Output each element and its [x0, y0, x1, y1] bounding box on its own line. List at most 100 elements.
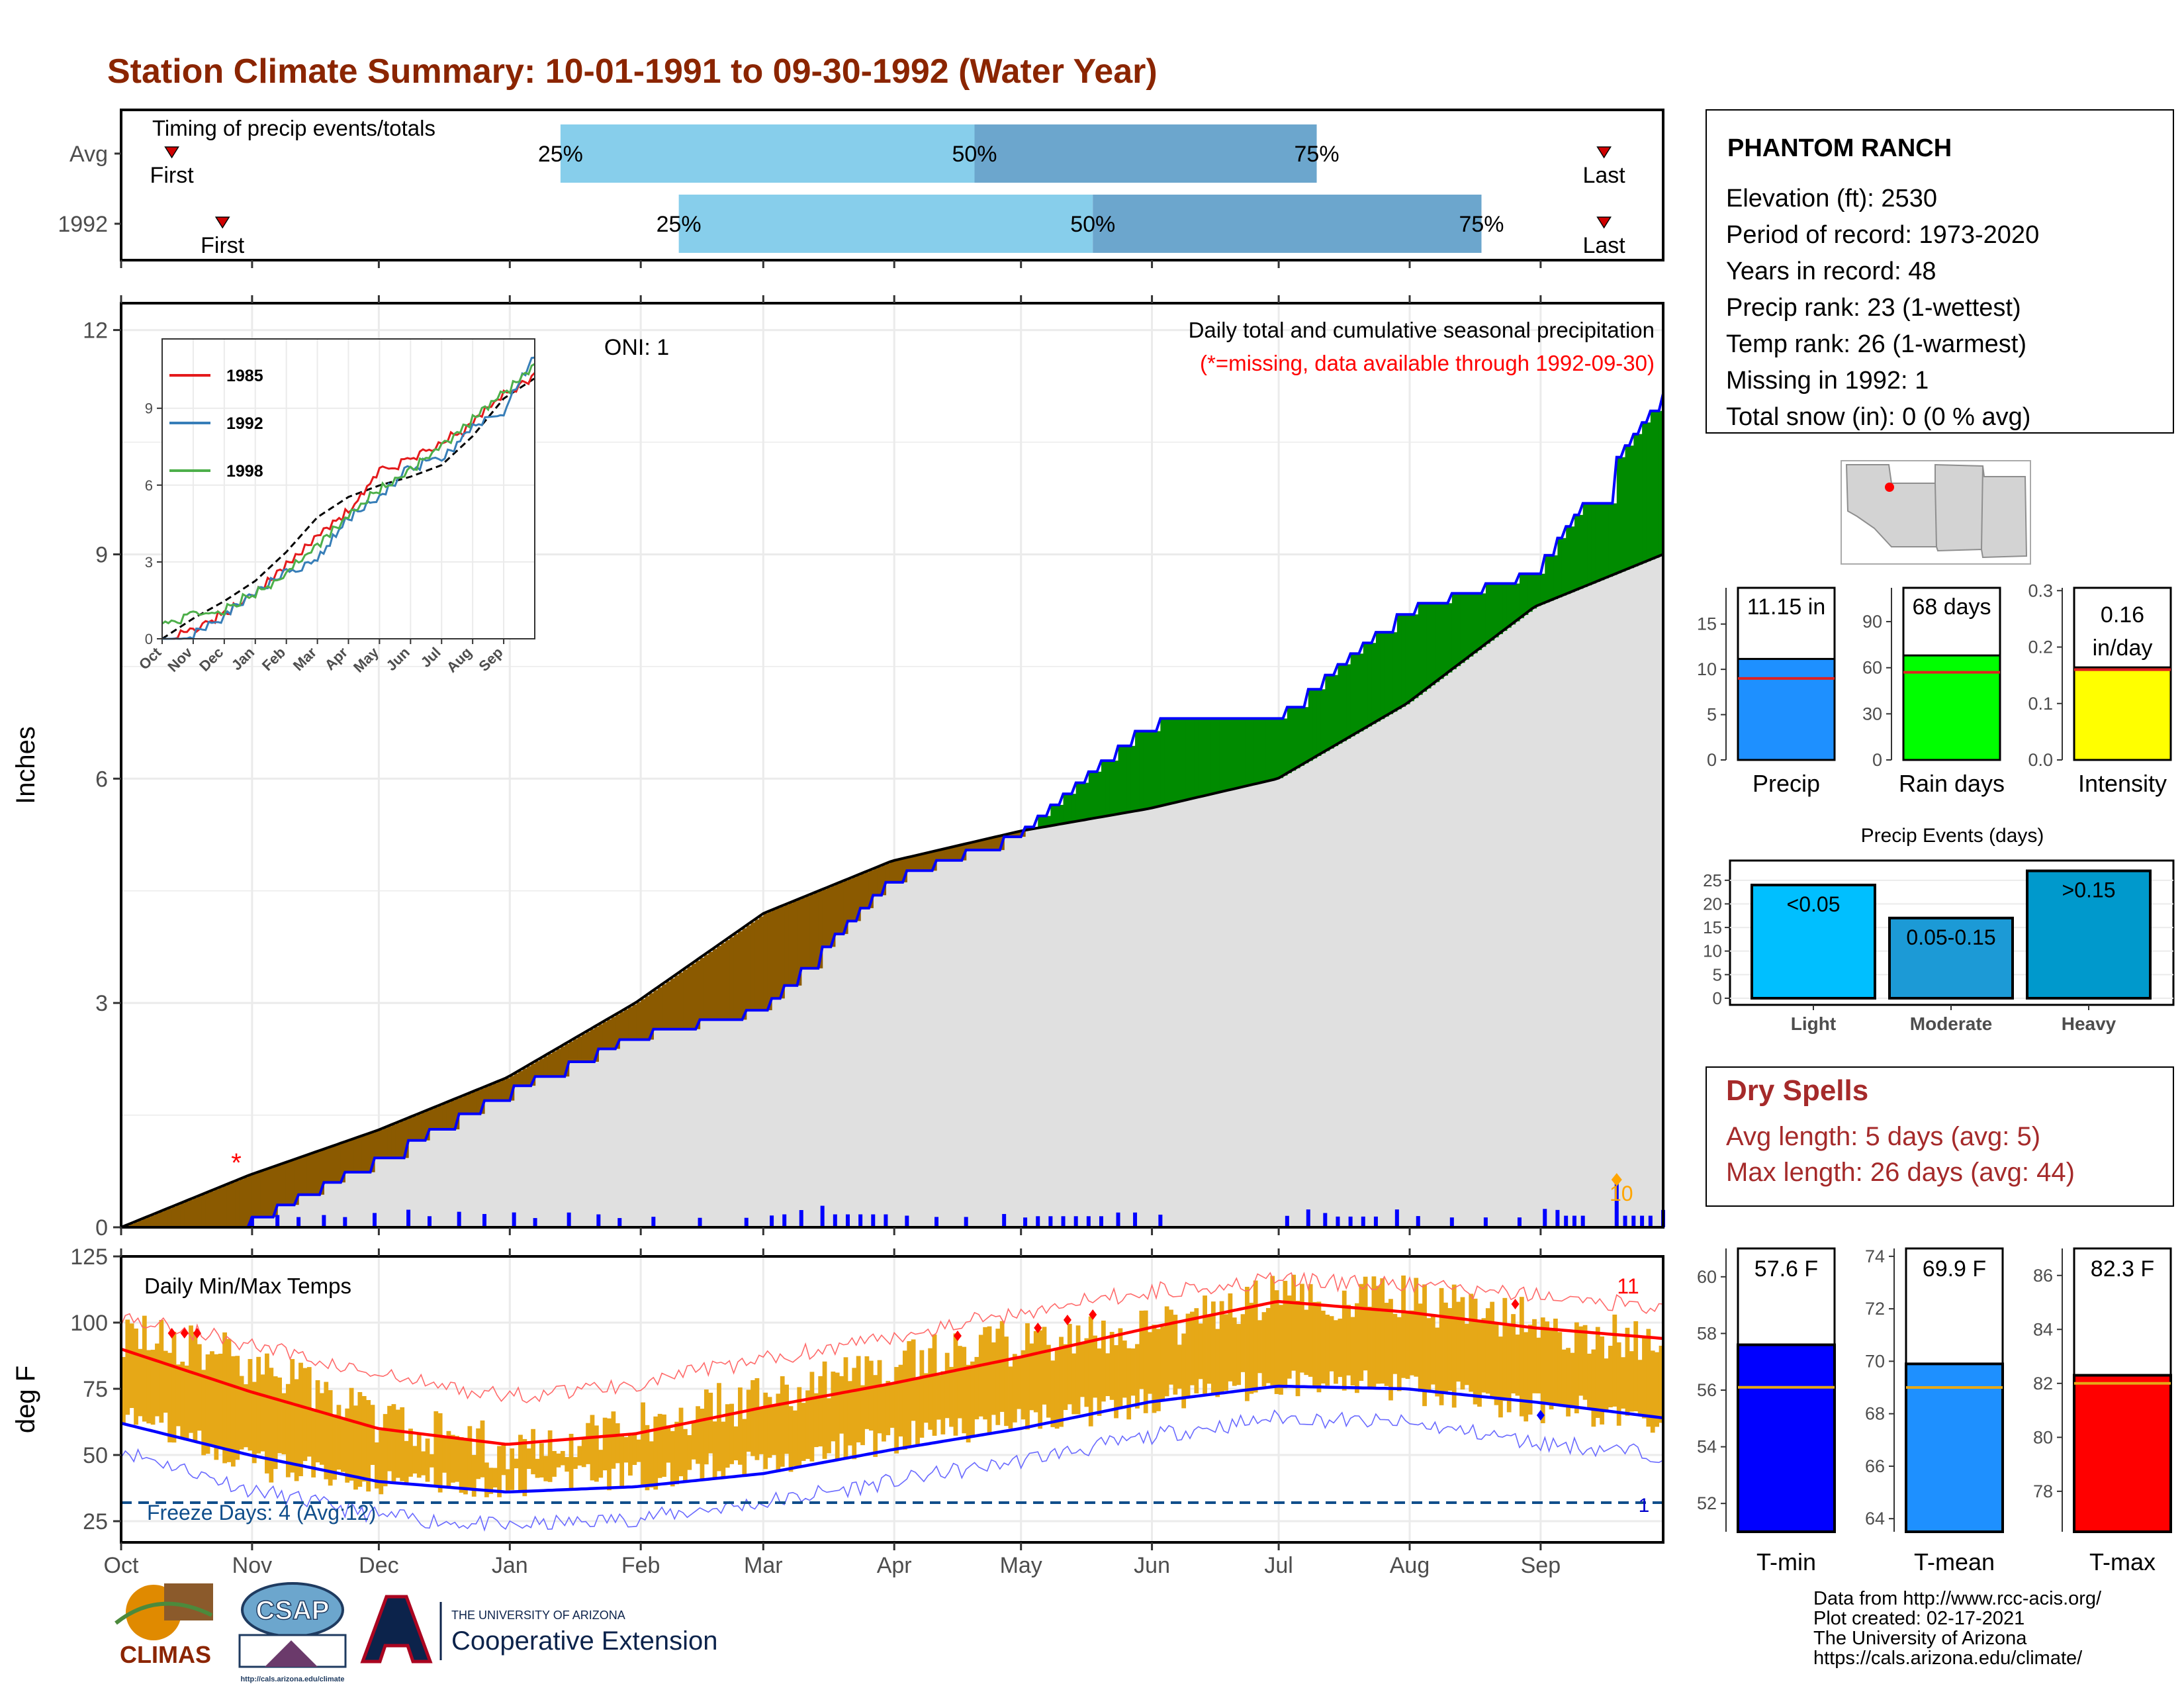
- daily-precip-bar: [1555, 1209, 1560, 1227]
- daily-temp-range-bar: [1414, 1278, 1419, 1377]
- precip-surplus-segment: [1312, 689, 1318, 759]
- daily-temp-range-bar: [1451, 1284, 1457, 1408]
- precip-event-bar-heavy: [2026, 869, 2152, 1000]
- avg-min-line: [120, 1384, 1664, 1494]
- daily-temp-range-bar: [214, 1354, 219, 1460]
- daily-temp-range-bar: [125, 1319, 130, 1415]
- precip-deficit-segment: [163, 1210, 168, 1227]
- daily-precip-bar: [533, 1218, 537, 1227]
- precip-surplus-segment: [1435, 603, 1440, 682]
- precip-deficit-segment: [480, 1088, 485, 1114]
- precip-deficit-segment: [522, 1068, 527, 1086]
- station-info-line: Years in record: 48: [1726, 258, 1936, 285]
- daily-temp-range-bar: [822, 1361, 827, 1459]
- precip-deficit-segment: [226, 1184, 232, 1227]
- daily-temp-range-bar: [501, 1443, 506, 1476]
- daily-temp-range-bar: [1210, 1301, 1216, 1393]
- precip-deficit-segment: [446, 1102, 451, 1130]
- precip-deficit-segment: [712, 949, 717, 1020]
- daily-temp-range-bar: [1245, 1286, 1250, 1401]
- daily-temp-range-bar: [1190, 1311, 1195, 1385]
- precip-deficit-segment: [180, 1203, 185, 1227]
- summary-bar-label: Intensity: [2078, 770, 2167, 797]
- precip-surplus-segment: [1114, 761, 1119, 815]
- daily-temp-range-bar: [978, 1335, 983, 1417]
- daily-precip-bar: [1373, 1216, 1378, 1227]
- daily-temp-range-bar: [1257, 1320, 1262, 1374]
- precip-deficit-segment: [285, 1162, 291, 1205]
- record-high-marker: [193, 1328, 201, 1338]
- precip-deficit-segment: [375, 1131, 379, 1158]
- precip-surplus-segment: [1481, 593, 1486, 647]
- precip-deficit-segment: [725, 940, 730, 1020]
- precip-deficit-segment: [450, 1100, 455, 1130]
- precip-surplus-segment: [1414, 614, 1419, 698]
- temp-panel: 25 50 75 100 125 Daily Min/Max Temps deg F F…: [11, 1244, 1664, 1550]
- daily-temp-range-bar: [1063, 1344, 1068, 1411]
- precip-deficit-segment: [970, 843, 976, 851]
- daily-temp-range-bar: [1502, 1297, 1508, 1401]
- precip-deficit-segment: [801, 898, 806, 968]
- daily-temp-range-bar: [552, 1451, 557, 1477]
- daily-temp-range-bar: [700, 1409, 705, 1481]
- daily-temp-range-bar: [1236, 1324, 1242, 1385]
- precip-surplus-segment: [1502, 583, 1508, 632]
- month-label-dec: Dec: [359, 1553, 398, 1578]
- precip-surplus-segment: [1447, 603, 1453, 673]
- precip-deficit-segment: [607, 1019, 612, 1049]
- precip-deficit-segment: [379, 1129, 384, 1158]
- timing-first-label: First: [150, 163, 195, 188]
- ua-logo-mark: [360, 1595, 433, 1664]
- precip-surplus-segment: [1304, 707, 1309, 764]
- precip-surplus-segment: [1067, 794, 1072, 823]
- daily-precip-bar: [1061, 1216, 1066, 1227]
- summary-y-tick-label: 0.1: [2028, 694, 2053, 714]
- daily-temp-range-bar: [425, 1438, 430, 1482]
- precip-surplus-segment: [1152, 731, 1157, 808]
- precip-deficit-segment: [758, 916, 764, 1011]
- precip-deficit-segment: [666, 981, 671, 1029]
- daily-precip-bar: [1614, 1181, 1619, 1227]
- temp-bar-value-label: 69.9 F: [1923, 1256, 1986, 1282]
- daily-temp-range-bar: [539, 1443, 544, 1477]
- daily-temp-range-bar: [1334, 1320, 1338, 1384]
- daily-temp-range-bar: [1456, 1301, 1461, 1382]
- precip-deficit-segment: [260, 1171, 265, 1217]
- precip-surplus-segment: [1494, 583, 1499, 637]
- daily-temp-range-bar: [1320, 1310, 1326, 1384]
- month-label-apr: Apr: [877, 1553, 912, 1578]
- daily-temp-range-bar: [1545, 1321, 1550, 1405]
- daily-precip-bar: [1306, 1209, 1310, 1227]
- csap-mountain: [265, 1640, 318, 1667]
- timing-bar-50-75: [1093, 195, 1482, 253]
- precip-deficit-segment: [683, 969, 688, 1029]
- summary-y-tick-label: 60: [1862, 658, 1882, 678]
- precip-surplus-segment: [1185, 718, 1191, 800]
- precip-deficit-segment: [915, 855, 921, 871]
- daily-temp-range-bar: [662, 1414, 666, 1477]
- daily-temp-range-bar: [683, 1429, 688, 1482]
- precip-surplus-segment: [1054, 804, 1060, 825]
- precip-deficit-segment: [400, 1121, 405, 1158]
- precip-deficit-segment: [628, 1007, 633, 1040]
- daily-temp-range-bar: [746, 1389, 751, 1452]
- precip-deficit-segment: [560, 1046, 565, 1077]
- month-label-jun: Jun: [1134, 1553, 1170, 1578]
- precip-deficit-segment: [552, 1051, 557, 1077]
- daily-temp-range-bar: [847, 1381, 852, 1446]
- precip-deficit-segment: [792, 901, 797, 986]
- daily-temp-range-bar: [1557, 1332, 1563, 1405]
- timing-row-label: 1992: [58, 212, 108, 237]
- csap-logo: CSAP http://cals.arizona.edu/climate: [238, 1582, 347, 1683]
- timing-p50-label: 50%: [952, 142, 997, 167]
- daily-temp-range-bar: [269, 1368, 274, 1483]
- precip-deficit-segment: [805, 896, 811, 968]
- temp-bar-value-label: 57.6 F: [1754, 1256, 1818, 1282]
- precip-deficit-segment: [539, 1058, 544, 1077]
- daily-temp-range-bar: [1042, 1327, 1047, 1405]
- daily-precip-bar: [1572, 1215, 1576, 1227]
- precip-surplus-segment: [1405, 614, 1410, 704]
- daily-temp-range-bar: [505, 1469, 510, 1493]
- precip-surplus-segment: [1371, 643, 1377, 724]
- daily-temp-range-bar: [898, 1364, 903, 1437]
